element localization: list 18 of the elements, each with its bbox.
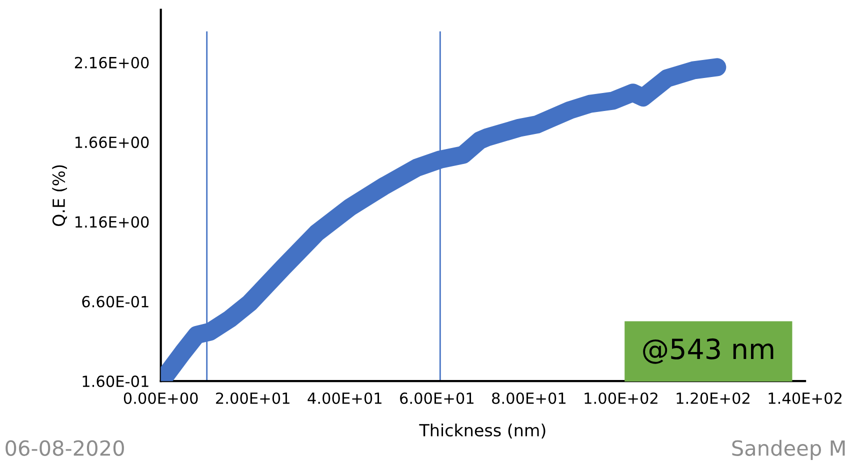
x-tick-label: 0.00E+00	[124, 392, 198, 404]
y-axis-title: Q.E (%)	[52, 165, 67, 226]
y-tick-label: 1.66E+00	[75, 136, 149, 148]
y-tick-label: 1.16E+00	[75, 216, 149, 228]
text: 06-08-2020	[6, 440, 124, 456]
x-tick-label: 1.00E+02	[584, 392, 658, 404]
x-tick-label: 1.40E+02	[768, 392, 842, 404]
x-tick-label: 2.00E+01	[216, 392, 290, 404]
x-tick-label: 6.00E+01	[400, 392, 474, 404]
y-tick-label: 6.60E-01	[82, 296, 148, 308]
y-tick-label: 1.60E-01	[82, 376, 148, 388]
x-tick-label: 4.00E+01	[308, 392, 382, 404]
y-tick-label: 2.16E+00	[74, 56, 149, 68]
x-axis-title: Thickness (nm)	[419, 424, 546, 438]
text: Sandeep M	[732, 440, 845, 460]
annotation: @543 nm	[643, 338, 774, 364]
x-tick-label: 1.20E+02	[676, 392, 750, 404]
x-tick-label: 8.00E+01	[492, 392, 566, 404]
